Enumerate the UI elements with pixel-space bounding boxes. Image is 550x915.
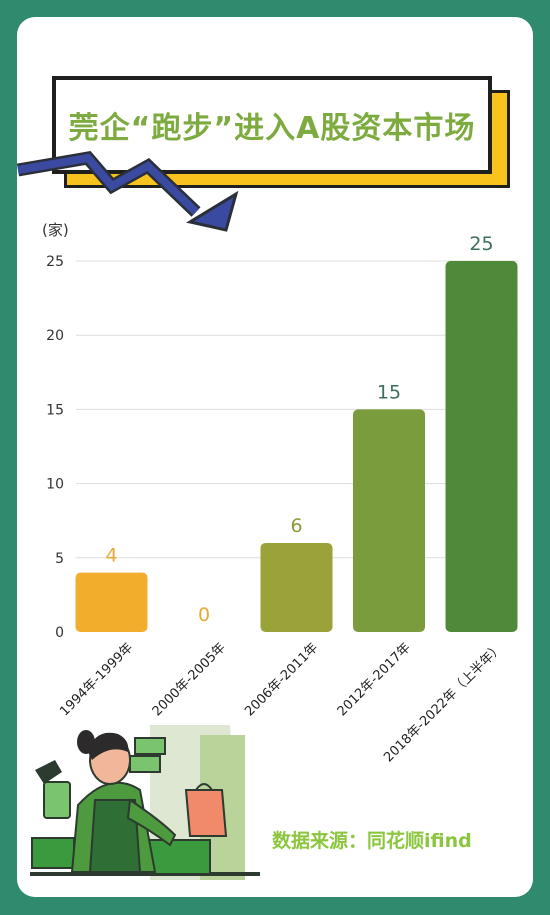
y-axis-unit: (家) [42,221,69,239]
bar-value-label: 25 [469,233,493,255]
chart-title: 莞企“跑步”进入A股资本市场 [68,111,476,146]
x-tick-label: 1994年-1999年 [57,640,136,719]
y-tick-label: 25 [46,254,64,270]
title-box: 莞企“跑步”进入A股资本市场 [52,76,492,174]
cashier-illustration [30,725,260,880]
gridlines [76,260,518,559]
bar-value-label: 4 [105,545,117,567]
bars [75,261,518,632]
bar-value-label: 0 [198,604,210,626]
x-tick-label: 2006年-2011年 [242,640,321,719]
y-tick-label: 10 [46,477,64,493]
x-tick-label: 2012年-2017年 [335,640,414,719]
y-axis-ticks: 0 5 10 15 20 25 [46,254,64,641]
bar [75,572,148,632]
value-labels: 4 0 6 15 25 [105,233,493,626]
y-tick-label: 5 [55,551,64,567]
zigzag-arrow-icon [16,150,239,232]
x-tick-label: 2000年-2005年 [150,640,229,719]
bar [260,542,333,632]
bar-value-label: 6 [290,515,302,537]
bar [445,261,518,632]
y-tick-label: 20 [46,328,64,344]
bar-value-label: 15 [377,381,401,403]
y-tick-label: 0 [55,625,64,641]
y-tick-label: 15 [46,402,64,418]
data-source: 数据来源：同花顺ifind [272,830,472,852]
bar [353,409,425,632]
